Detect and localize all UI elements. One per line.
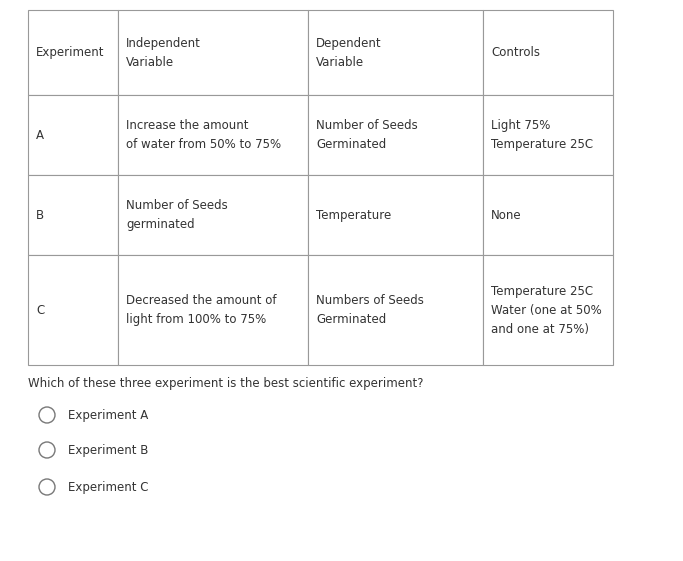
- Text: Temperature: Temperature: [316, 209, 391, 222]
- Circle shape: [39, 407, 55, 423]
- Circle shape: [39, 442, 55, 458]
- Bar: [308, 10, 483, 95]
- Text: Controls: Controls: [491, 46, 540, 59]
- Text: Experiment: Experiment: [36, 46, 104, 59]
- Text: Which of these three experiment is the best scientific experiment?: Which of these three experiment is the b…: [28, 376, 423, 389]
- Text: B: B: [36, 209, 44, 222]
- Text: None: None: [491, 209, 522, 222]
- Text: Increase the amount
of water from 50% to 75%: Increase the amount of water from 50% to…: [126, 119, 281, 151]
- Text: A: A: [36, 128, 44, 141]
- Text: Light 75%
Temperature 25C: Light 75% Temperature 25C: [491, 119, 593, 151]
- Bar: [28, 255, 118, 365]
- Bar: [483, 255, 613, 365]
- Bar: [483, 10, 613, 95]
- Text: Independent
Variable: Independent Variable: [126, 36, 201, 68]
- Text: Dependent
Variable: Dependent Variable: [316, 36, 382, 68]
- Bar: [28, 175, 118, 255]
- Bar: [308, 175, 483, 255]
- Text: Numbers of Seeds
Germinated: Numbers of Seeds Germinated: [316, 294, 424, 326]
- Bar: [118, 255, 308, 365]
- Bar: [483, 175, 613, 255]
- Text: Experiment A: Experiment A: [68, 408, 148, 421]
- Bar: [118, 10, 308, 95]
- Circle shape: [39, 479, 55, 495]
- Text: Decreased the amount of
light from 100% to 75%: Decreased the amount of light from 100% …: [126, 294, 277, 326]
- Bar: [483, 95, 613, 175]
- Bar: [308, 255, 483, 365]
- Bar: [28, 95, 118, 175]
- Bar: [308, 95, 483, 175]
- Text: Number of Seeds
germinated: Number of Seeds germinated: [126, 199, 227, 231]
- Text: Experiment C: Experiment C: [68, 481, 148, 494]
- Bar: [28, 10, 118, 95]
- Bar: [118, 95, 308, 175]
- Text: Number of Seeds
Germinated: Number of Seeds Germinated: [316, 119, 418, 151]
- Text: Temperature 25C
Water (one at 50%
and one at 75%): Temperature 25C Water (one at 50% and on…: [491, 284, 602, 335]
- Text: Experiment B: Experiment B: [68, 444, 148, 457]
- Text: C: C: [36, 304, 44, 316]
- Bar: [118, 175, 308, 255]
